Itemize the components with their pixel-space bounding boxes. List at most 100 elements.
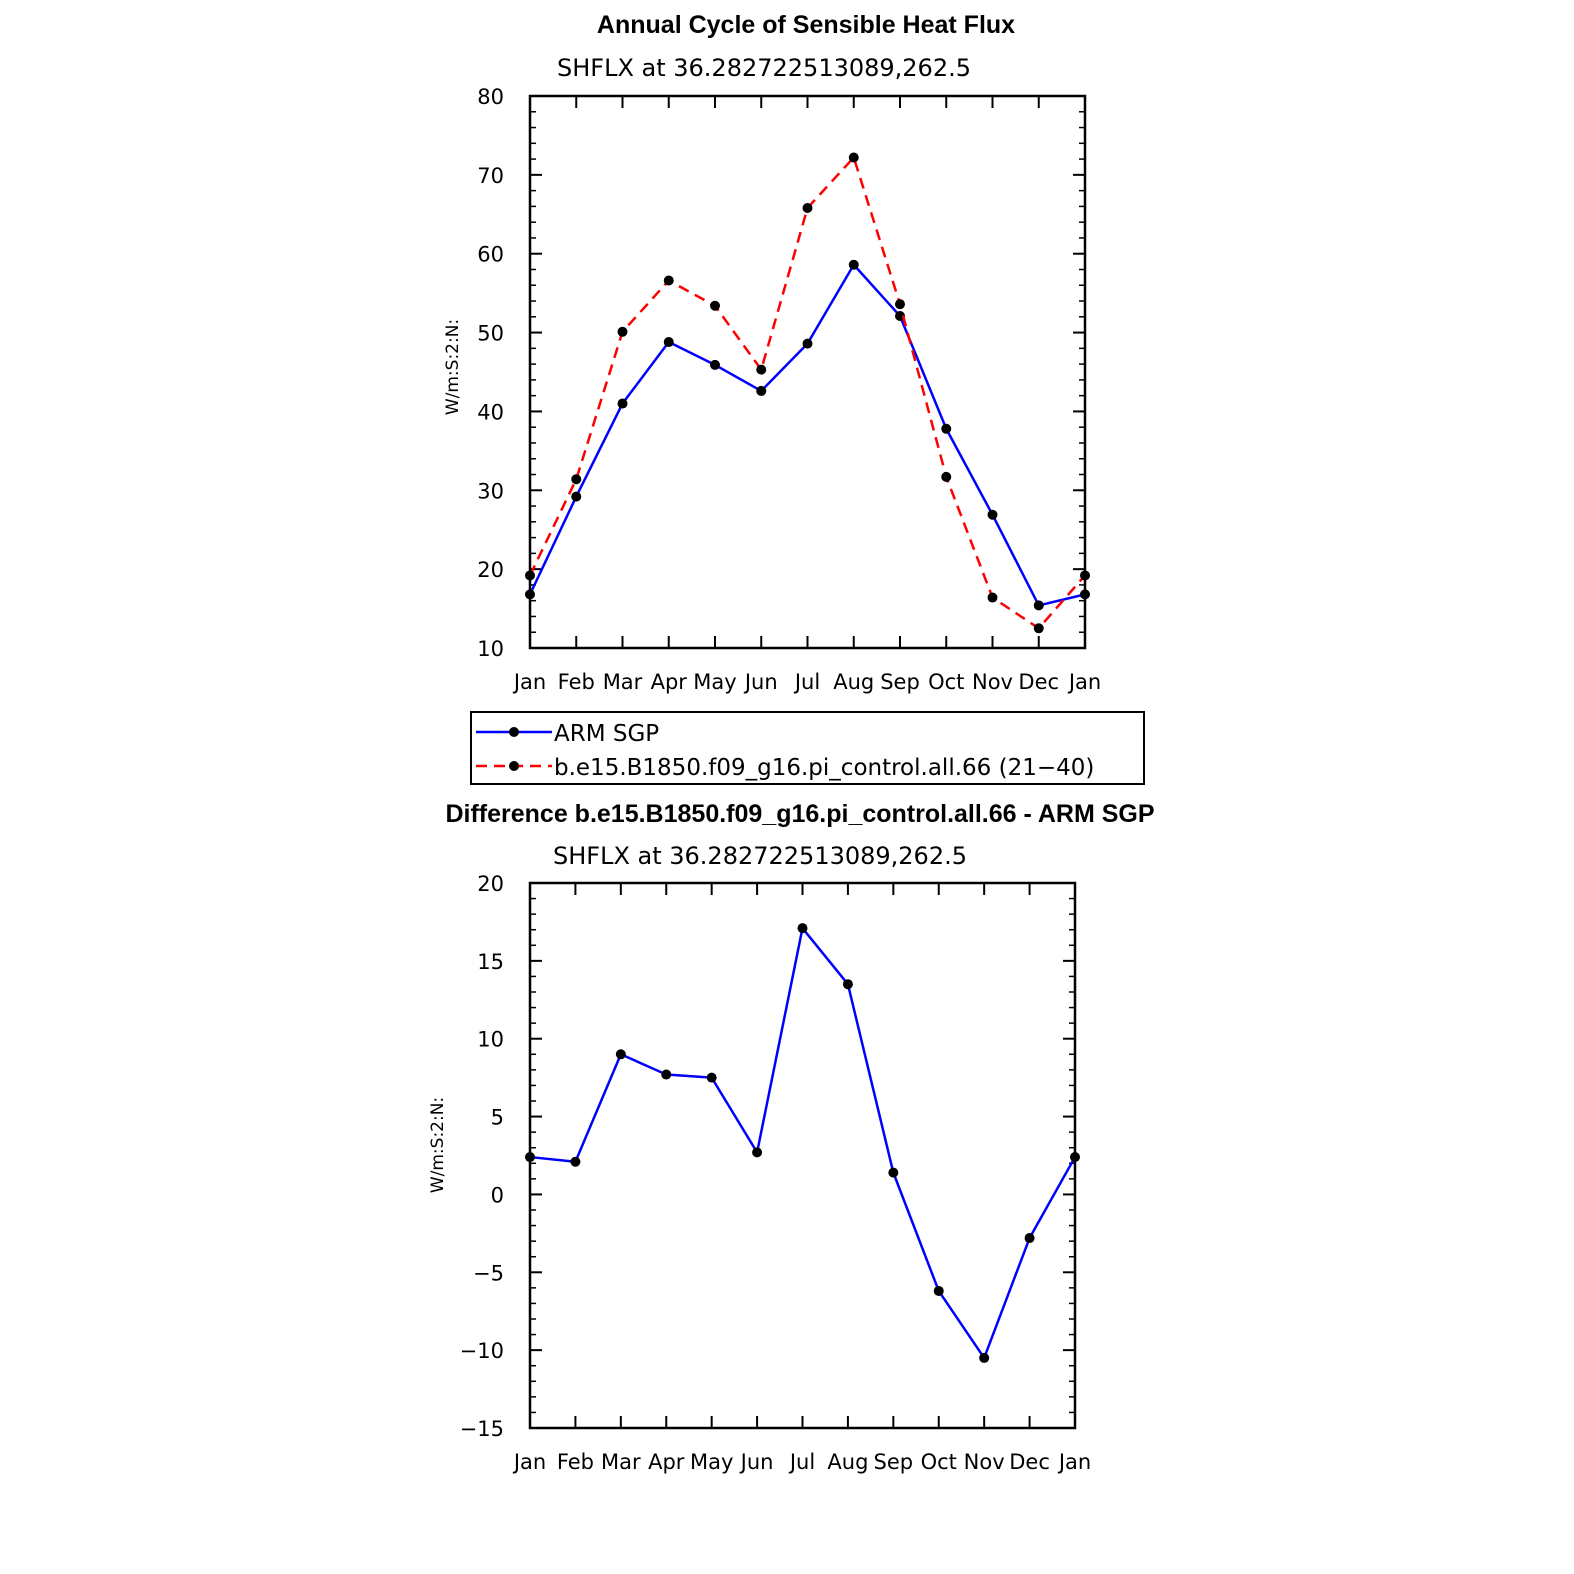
chart2-series-0-point bbox=[933, 1285, 944, 1296]
chart1-series-0-point bbox=[571, 491, 582, 502]
chart2-y-tick-label: 0 bbox=[491, 1183, 504, 1207]
chart2-series-0-point bbox=[888, 1167, 899, 1178]
chart1-series-line-0 bbox=[528, 263, 1086, 607]
chart2-x-tick-label-sep: Sep bbox=[874, 1450, 914, 1474]
chart1-x-tick-label-apr: Apr bbox=[651, 670, 688, 694]
chart1-y-tick-label: 20 bbox=[477, 558, 504, 582]
legend-label-arm-sgp: ARM SGP bbox=[554, 721, 659, 747]
legend-marker-model bbox=[509, 761, 519, 771]
chart1-series-line-1 bbox=[528, 156, 1086, 630]
chart1-series-1-point bbox=[802, 202, 813, 213]
chart2-series-0-point bbox=[706, 1072, 717, 1083]
chart1-series-0-point bbox=[987, 509, 998, 520]
chart2-series-0-point bbox=[570, 1156, 581, 1167]
chart1-x-tick-label-jan: Jan bbox=[1067, 670, 1101, 694]
chart2-y-tick-label: 10 bbox=[477, 1028, 504, 1052]
chart2-frame bbox=[528, 881, 1077, 1430]
chart1-series-0-point bbox=[710, 359, 720, 370]
chart1-y-tick-label: 40 bbox=[477, 400, 504, 424]
chart1-x-tick-label-sep: Sep bbox=[880, 670, 920, 694]
legend-marker-arm-sgp bbox=[509, 727, 519, 737]
chart1-series-0-point bbox=[756, 385, 767, 396]
chart2-y-tick-label: 5 bbox=[491, 1106, 504, 1130]
chart1-series-1-point bbox=[525, 570, 535, 581]
chart2-x-tick-label-jun: Jun bbox=[739, 1450, 774, 1474]
chart1-x-tick-label-aug: Aug bbox=[833, 670, 874, 694]
chart1-series-1-point bbox=[710, 300, 720, 311]
chart1-x-tick-label-feb: Feb bbox=[558, 670, 595, 694]
legend: ARM SGP b.e15.B1850.f09_g16.pi_control.a… bbox=[470, 711, 1145, 785]
chart2-y-axis-label: W/m:S:2:N: bbox=[428, 1097, 448, 1193]
chart1-y-tick-label: 60 bbox=[477, 243, 504, 267]
chart2-title: Difference b.e15.B1850.f09_g16.pi_contro… bbox=[445, 800, 1154, 828]
chart1-series-0-point bbox=[525, 589, 535, 600]
chart1-y-tick-label: 80 bbox=[477, 85, 504, 109]
chart1-series-1-point bbox=[1080, 570, 1090, 581]
chart1-x-tick-label-oct: Oct bbox=[928, 670, 964, 694]
chart2-series-0-point bbox=[979, 1352, 990, 1363]
chart1-x-tick-label-mar: Mar bbox=[603, 670, 643, 694]
chart1-x-tick-label-may: May bbox=[693, 670, 736, 694]
chart2-y-tick-label: −15 bbox=[460, 1417, 504, 1441]
chart1-series-0-point bbox=[663, 337, 674, 348]
legend-label-model: b.e15.B1850.f09_g16.pi_control.all.66 (2… bbox=[554, 755, 1094, 781]
chart2-y-tick-label: −5 bbox=[473, 1261, 504, 1285]
chart2-x-tick-label-aug: Aug bbox=[827, 1450, 868, 1474]
chart1-y-tick-label: 50 bbox=[477, 322, 504, 346]
chart1-x-tick-label-nov: Nov bbox=[972, 670, 1013, 694]
chart2-x-tick-label-feb: Feb bbox=[557, 1450, 594, 1474]
chart2-series-0-point bbox=[752, 1147, 763, 1158]
legend-box bbox=[470, 711, 1145, 785]
chart2-x-tick-label-jan: Jan bbox=[512, 1450, 546, 1474]
chart1-series-0-point bbox=[941, 423, 952, 434]
chart1-series-1-point bbox=[1033, 623, 1044, 634]
chart1-y-tick-label: 30 bbox=[477, 479, 504, 503]
chart1-series-0-point bbox=[848, 259, 859, 270]
chart2-x-tick-label-jan: Jan bbox=[1057, 1450, 1091, 1474]
chart1-series-0-point bbox=[802, 338, 813, 349]
chart2-y-tick-label: −10 bbox=[460, 1339, 504, 1363]
chart1-x-tick-label-jun: Jun bbox=[743, 670, 778, 694]
chart1-series-1-point bbox=[571, 474, 582, 485]
chart1-x-tick-label-jan: Jan bbox=[512, 670, 546, 694]
chart2-series-line-0 bbox=[529, 926, 1077, 1360]
chart1-y-axis-label: W/m:S:2:N: bbox=[443, 319, 463, 415]
chart2-x-tick-label-dec: Dec bbox=[1009, 1450, 1050, 1474]
chart2-x-tick-label-may: May bbox=[690, 1450, 733, 1474]
chart1-x-tick-label-dec: Dec bbox=[1018, 670, 1059, 694]
chart1-series-0-point bbox=[1033, 600, 1044, 611]
chart2-y-tick-label: 15 bbox=[477, 950, 504, 974]
chart1-subtitle: SHFLX at 36.282722513089,262.5 bbox=[557, 54, 971, 82]
chart1-series-0-point bbox=[1080, 589, 1090, 600]
chart2-x-tick-label-oct: Oct bbox=[921, 1450, 957, 1474]
chart1-series-0-point bbox=[895, 311, 905, 322]
chart2-x-tick-label-apr: Apr bbox=[648, 1450, 685, 1474]
chart2-series-0-point bbox=[797, 923, 808, 934]
chart2-series-0-point bbox=[525, 1152, 535, 1163]
chart1-series-1-point bbox=[848, 152, 859, 163]
chart2-x-tick-label-jul: Jul bbox=[788, 1450, 815, 1474]
chart2-x-tick-label-mar: Mar bbox=[601, 1450, 641, 1474]
chart1-series-1-point bbox=[663, 275, 674, 286]
chart2-x-tick-label-nov: Nov bbox=[964, 1450, 1005, 1474]
chart1-series-1-point bbox=[987, 592, 998, 603]
chart2-subtitle: SHFLX at 36.282722513089,262.5 bbox=[553, 842, 967, 870]
chart1-plot-area: 10 20 30 40 50 60 70 80 Jan Feb Mar Apr May Jun Jul Aug… bbox=[477, 85, 1101, 694]
chart1-y-tick-label: 10 bbox=[477, 637, 504, 661]
chart1-frame bbox=[528, 94, 1087, 650]
chart2-series-0-point bbox=[1070, 1152, 1080, 1163]
chart2-series-0-point bbox=[842, 979, 853, 990]
chart2-series-0-point bbox=[661, 1069, 672, 1080]
chart1-series-0-point bbox=[617, 398, 628, 409]
chart1-x-tick-label-jul: Jul bbox=[793, 670, 820, 694]
chart2-plot-area: −15 −10 −5 0 5 10 15 20 Jan Feb Mar Apr May Jun Jul Aug… bbox=[460, 872, 1092, 1474]
chart1-y-tick-label: 70 bbox=[477, 164, 504, 188]
chart1-title: Annual Cycle of Sensible Heat Flux bbox=[597, 11, 1015, 39]
chart1-series-1-point bbox=[941, 471, 952, 482]
chart1-series-1-point bbox=[895, 299, 905, 310]
chart1-series-1-point bbox=[756, 364, 767, 375]
chart2-series-0-point bbox=[615, 1049, 626, 1060]
chart1-series-1-point bbox=[617, 326, 628, 337]
chart2-y-tick-label: 20 bbox=[477, 872, 504, 896]
